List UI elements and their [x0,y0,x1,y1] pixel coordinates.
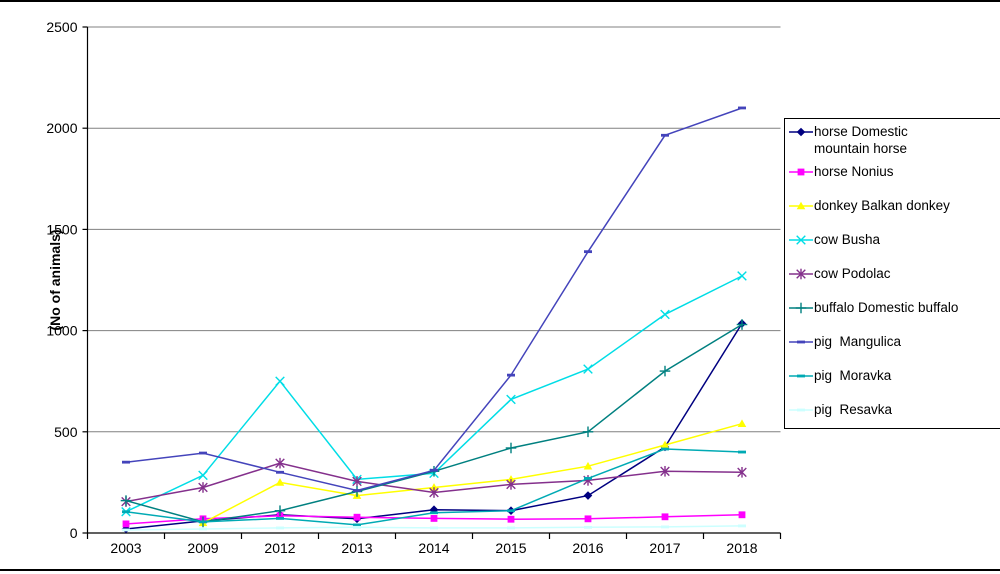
series-cow-podolac [121,457,747,507]
series-line [125,323,743,530]
series-marker-icon [789,374,813,378]
series-pig-moravka [122,447,746,527]
series-line [125,107,743,492]
axes [82,26,782,539]
bottom-border [0,569,1000,571]
y-axis-tick-label: 0 [70,525,78,541]
series-cow-busha [121,271,747,517]
legend-item-label: horse Nonius [814,164,894,179]
y-axis-tick-label: 500 [54,424,78,440]
x-axis-tick-label: 2014 [418,540,449,556]
series-marker-icon [789,168,813,176]
series-pig-mangulica [122,106,746,492]
x-axis-tick-labels: 2003 2009 2012 2013 2014 2015 2016 2017 2018 [110,540,757,556]
legend-item: cow Busha [788,231,1000,265]
series-marker-icon [789,268,813,280]
y-axis-tick-label: 2500 [46,19,77,35]
x-axis-tick-label: 2013 [341,540,372,556]
x-axis-tick-label: 2018 [726,540,757,556]
series-pig-resavka [122,524,746,532]
series-marker-icon [789,201,813,210]
legend-item: buffalo Domestic buffalo [788,299,1000,333]
legend-item-label: donkey Balkan donkey [814,198,950,213]
legend-item: horse Domestic mountain horse [788,123,1000,163]
series-marker-icon [789,127,813,137]
series-marker-icon [789,302,813,314]
x-axis-tick-label: 2016 [572,540,603,556]
series-lines [120,106,748,534]
legend-item: pig Resavka [788,401,1000,435]
legend-item-label: pig Moravka [814,368,892,383]
legend-item-label: pig Mangulica [814,334,902,349]
x-axis-tick-label: 2017 [649,540,680,556]
series-marker-icon [789,408,813,412]
y-axis-tick-labels: 0 500 1000 1500 2000 2500 [46,19,77,541]
y-axis-tick-label: 2000 [46,120,77,136]
y-axis-tick-label: 1000 [46,323,77,339]
legend-item: donkey Balkan donkey [788,197,1000,231]
legend-item-label: buffalo Domestic buffalo [814,300,959,315]
top-border [0,0,1000,2]
legend-item: pig Moravka [788,367,1000,401]
legend-item-label: cow Busha [814,232,881,247]
legend-item-label: cow Podolac [814,266,891,281]
series-line [202,422,743,524]
gridlines [87,26,781,433]
legend-item-label: pig Resavka [814,402,893,417]
series-marker-icon [789,340,813,344]
y-axis-tick-label: 1500 [46,221,77,237]
y-axis-title: (No of animals) [47,229,63,331]
x-axis-tick-label: 2012 [264,540,295,556]
legend-items: horse Domestic mountain horse horse Noniu… [788,123,1000,435]
x-axis-tick-label: 2009 [187,540,218,556]
series-horse-domestic-mountain-horse [121,319,747,534]
legend-item: horse Nonius [788,163,1000,197]
legend: horse Domestic mountain horse horse Noniu… [784,118,1000,429]
legend-item-label: horse Domestic mountain horse [814,124,908,156]
x-axis-tick-label: 2015 [495,540,526,556]
legend-item: pig Mangulica [788,333,1000,367]
series-donkey-balkan-donkey [198,419,747,527]
series-marker-icon [789,235,813,245]
x-axis-tick-label: 2003 [110,540,141,556]
legend-item: cow Podolac [788,265,1000,299]
